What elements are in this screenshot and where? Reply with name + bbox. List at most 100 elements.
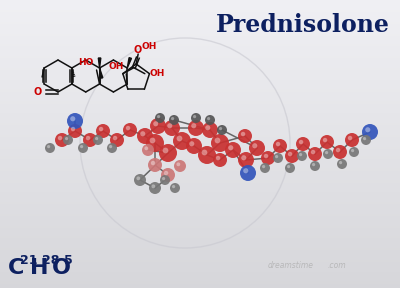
Circle shape (243, 168, 248, 173)
Bar (0, 64, 400, 67)
Circle shape (172, 185, 175, 188)
Circle shape (213, 153, 227, 167)
Circle shape (241, 155, 246, 160)
Circle shape (219, 127, 222, 130)
Bar (0, 54, 400, 58)
Circle shape (157, 115, 160, 118)
Circle shape (113, 136, 117, 140)
Circle shape (93, 135, 103, 145)
Circle shape (99, 127, 103, 131)
Bar (0, 261, 400, 264)
Bar (0, 230, 400, 233)
Circle shape (80, 145, 83, 148)
Bar (0, 93, 400, 96)
Circle shape (109, 145, 112, 148)
Bar (0, 186, 400, 190)
Bar (0, 42, 400, 46)
Bar (0, 50, 400, 53)
Circle shape (107, 143, 117, 153)
Bar (0, 275, 400, 278)
Bar (0, 270, 400, 274)
Bar (0, 169, 400, 173)
Bar (0, 143, 400, 146)
Bar (0, 174, 400, 178)
Circle shape (153, 121, 158, 126)
Bar (0, 57, 400, 60)
Bar (0, 141, 400, 144)
Circle shape (193, 115, 196, 118)
Bar (0, 88, 400, 91)
Circle shape (249, 140, 265, 156)
Circle shape (361, 135, 371, 145)
Bar (0, 215, 400, 218)
Text: O: O (134, 45, 142, 55)
Circle shape (310, 161, 320, 171)
Circle shape (217, 125, 227, 135)
Circle shape (323, 138, 327, 142)
Circle shape (136, 176, 140, 180)
Bar (0, 114, 400, 118)
Circle shape (285, 149, 299, 163)
Circle shape (171, 117, 174, 120)
Bar (0, 222, 400, 226)
Bar (0, 86, 400, 89)
Circle shape (337, 159, 347, 169)
Bar (0, 138, 400, 142)
Text: 21: 21 (20, 254, 38, 267)
Bar (0, 198, 400, 202)
Circle shape (188, 120, 204, 136)
Text: O: O (52, 258, 71, 278)
Bar (0, 172, 400, 175)
Circle shape (345, 133, 359, 147)
Bar (0, 225, 400, 228)
Bar (0, 28, 400, 31)
Bar (0, 232, 400, 235)
Bar (0, 66, 400, 70)
Circle shape (365, 127, 370, 132)
Bar (0, 117, 400, 120)
Bar (0, 0, 400, 2)
Bar (0, 162, 400, 166)
Bar (0, 33, 400, 36)
Bar (0, 205, 400, 209)
Circle shape (150, 118, 166, 134)
Circle shape (170, 183, 180, 193)
Circle shape (205, 115, 215, 125)
Circle shape (261, 151, 275, 165)
Circle shape (205, 125, 210, 130)
Circle shape (323, 149, 333, 159)
Bar (0, 153, 400, 156)
Bar (0, 40, 400, 43)
Bar (0, 258, 400, 262)
Text: OH: OH (150, 69, 165, 78)
Circle shape (276, 142, 280, 146)
Text: OH: OH (141, 42, 156, 51)
Polygon shape (127, 58, 132, 68)
Bar (0, 160, 400, 163)
Circle shape (216, 156, 220, 160)
Bar (0, 148, 400, 151)
Bar (0, 220, 400, 223)
Bar (0, 208, 400, 211)
Bar (0, 237, 400, 240)
Circle shape (191, 113, 201, 123)
Circle shape (83, 133, 97, 147)
Circle shape (311, 150, 315, 154)
Circle shape (308, 147, 322, 161)
Bar (0, 129, 400, 132)
Bar (0, 194, 400, 197)
Circle shape (339, 161, 342, 164)
Bar (0, 112, 400, 115)
Circle shape (126, 126, 130, 130)
Bar (0, 246, 400, 250)
Bar (0, 122, 400, 125)
Circle shape (96, 124, 110, 138)
Bar (0, 71, 400, 74)
Circle shape (58, 136, 62, 140)
Circle shape (275, 155, 278, 158)
Bar (0, 107, 400, 110)
Circle shape (287, 165, 290, 168)
Circle shape (207, 117, 210, 120)
Circle shape (297, 151, 307, 161)
Bar (0, 97, 400, 101)
